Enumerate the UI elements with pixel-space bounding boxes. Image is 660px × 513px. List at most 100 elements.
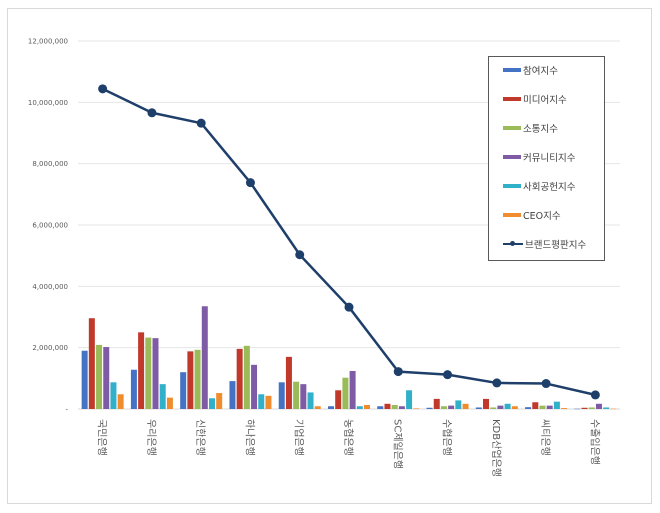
bar-group bbox=[525, 401, 568, 409]
legend-label: 참여지수 bbox=[523, 66, 558, 77]
legend-item: 소통지수 bbox=[503, 121, 558, 135]
bar bbox=[561, 408, 568, 409]
bar-group bbox=[130, 332, 173, 409]
bar-group bbox=[574, 403, 617, 410]
bar bbox=[384, 403, 391, 409]
bar bbox=[398, 406, 405, 409]
line-marker bbox=[245, 178, 255, 188]
line-marker bbox=[344, 302, 354, 312]
bar-group bbox=[426, 398, 469, 409]
bar bbox=[342, 377, 349, 409]
line-series bbox=[98, 84, 600, 400]
legend-swatch-icon bbox=[503, 155, 521, 159]
bar bbox=[88, 318, 95, 409]
legend-label: 브랜드평판지수 bbox=[525, 240, 587, 251]
bar bbox=[103, 347, 110, 409]
bar-group bbox=[180, 306, 223, 409]
bar bbox=[490, 407, 497, 409]
line-marker bbox=[541, 379, 551, 389]
bar bbox=[511, 406, 518, 409]
x-tick-label: 국민은행 bbox=[96, 419, 108, 456]
bar bbox=[243, 345, 250, 409]
bar-group bbox=[81, 318, 124, 409]
legend-item: 참여지수 bbox=[503, 63, 558, 77]
bar bbox=[377, 406, 384, 409]
line-marker bbox=[295, 250, 305, 260]
bar bbox=[216, 393, 223, 409]
bar bbox=[293, 381, 300, 409]
bar bbox=[426, 407, 433, 409]
bar bbox=[433, 398, 440, 409]
line-marker bbox=[147, 108, 157, 118]
x-tick-label: 수출입은행 bbox=[588, 419, 601, 465]
bar-group bbox=[377, 390, 420, 409]
legend-item: 브랜드평판지수 bbox=[503, 237, 586, 251]
bar bbox=[265, 395, 272, 409]
bar bbox=[328, 406, 334, 409]
legend-swatch-icon bbox=[503, 241, 523, 246]
y-tick-label: 6,000,000 bbox=[32, 222, 68, 230]
bar bbox=[497, 405, 504, 409]
x-tick-label: 기업은행 bbox=[293, 419, 306, 456]
bar-group bbox=[229, 345, 272, 409]
line-marker bbox=[590, 390, 600, 400]
bar bbox=[581, 407, 588, 409]
bar bbox=[251, 364, 258, 409]
bar bbox=[194, 349, 201, 409]
bar bbox=[285, 356, 292, 409]
bar bbox=[588, 407, 595, 409]
legend-label: 소통지수 bbox=[523, 124, 558, 135]
bar bbox=[603, 407, 610, 409]
legend-item: CEO지수 bbox=[503, 208, 561, 222]
bar-group bbox=[475, 398, 518, 409]
bar bbox=[462, 403, 469, 409]
legend-label: 미디어지수 bbox=[523, 95, 567, 106]
bar bbox=[504, 403, 511, 409]
bar bbox=[314, 406, 321, 409]
bar bbox=[300, 384, 307, 409]
bar bbox=[546, 405, 553, 409]
legend-label: CEO지수 bbox=[523, 211, 561, 222]
bar bbox=[258, 394, 265, 409]
legend-swatch-icon bbox=[503, 68, 521, 72]
bar bbox=[229, 381, 236, 409]
x-tick-label: 하나은행 bbox=[243, 419, 256, 456]
x-axis: 국민은행 우리은행 신한은행 하나은행 기업은행 농협은행 SC제일은행 수협은행 KDB산업은… bbox=[96, 419, 602, 477]
bar bbox=[610, 408, 617, 410]
bar bbox=[236, 348, 243, 409]
bar bbox=[145, 337, 152, 409]
y-axis: - 2,000,000 4,000,000 6,000,000 8,000,000 10,… bbox=[28, 38, 69, 414]
bar bbox=[110, 382, 117, 409]
bar bbox=[138, 332, 145, 409]
x-tick-label: KDB산업은행 bbox=[490, 419, 503, 477]
bar bbox=[475, 407, 482, 409]
line-marker bbox=[443, 370, 453, 380]
x-tick-label: 수협은행 bbox=[441, 419, 454, 456]
y-tick-label: 10,000,000 bbox=[28, 99, 68, 107]
bar bbox=[81, 350, 88, 409]
legend-swatch-icon bbox=[503, 97, 521, 101]
x-tick-label: 씨티은행 bbox=[539, 419, 551, 456]
bar bbox=[117, 394, 124, 409]
y-tick-label: 8,000,000 bbox=[32, 160, 68, 168]
bar bbox=[159, 384, 166, 409]
legend-swatch-icon bbox=[503, 184, 521, 188]
y-tick-label: 4,000,000 bbox=[32, 283, 68, 291]
bar bbox=[574, 408, 581, 410]
bar bbox=[208, 398, 215, 409]
legend-item: 사회공헌지수 bbox=[503, 179, 575, 193]
bar bbox=[391, 405, 398, 409]
bar-group bbox=[278, 356, 321, 409]
bar bbox=[307, 392, 314, 409]
bar bbox=[278, 382, 285, 409]
legend-item: 커뮤니티지수 bbox=[503, 150, 575, 164]
bar-group bbox=[328, 370, 370, 409]
bar bbox=[152, 338, 159, 409]
legend-label: 사회공헌지수 bbox=[523, 182, 576, 193]
bar bbox=[455, 400, 462, 409]
bar bbox=[539, 405, 546, 409]
line-marker bbox=[393, 367, 403, 377]
y-tick-label: 12,000,000 bbox=[28, 38, 68, 46]
